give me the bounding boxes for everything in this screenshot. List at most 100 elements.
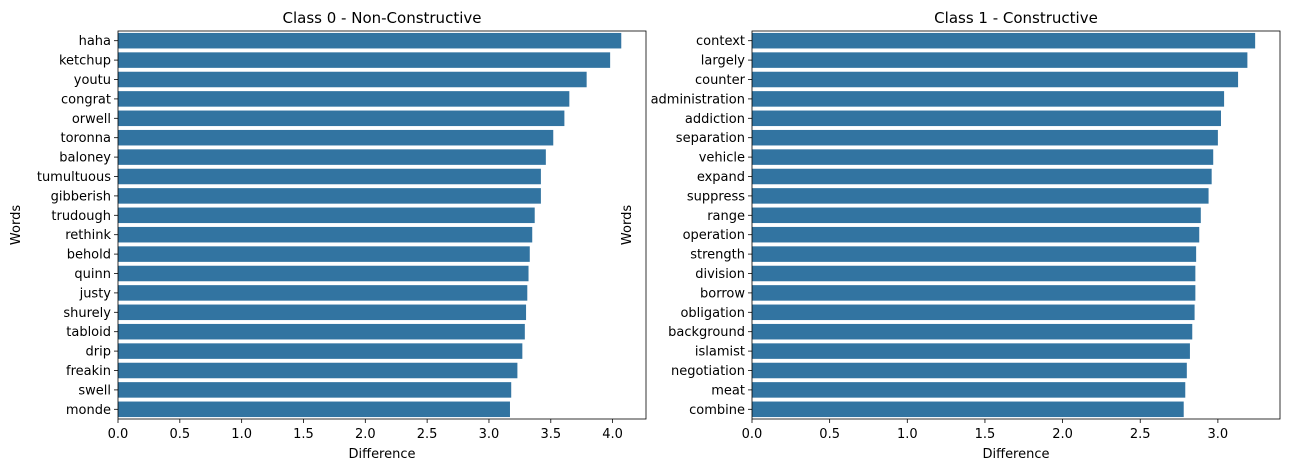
y-tick-label: meat xyxy=(711,383,745,398)
x-tick-label: 3.0 xyxy=(479,427,500,442)
bar-tabloid xyxy=(118,323,525,340)
x-tick-label: 2.0 xyxy=(1052,427,1073,442)
x-tick-label: 2.5 xyxy=(1130,427,1151,442)
bar-tumultuous xyxy=(118,168,541,185)
bar-ketchup xyxy=(118,52,611,68)
y-tick-label: orwell xyxy=(72,112,111,127)
y-axis-label: Words xyxy=(620,205,635,245)
x-tick-label: 0.0 xyxy=(108,427,129,442)
y-tick-label: trudough xyxy=(51,209,111,224)
bar-range xyxy=(752,207,1201,224)
y-tick-label: obligation xyxy=(680,306,745,321)
y-tick-label: ketchup xyxy=(59,54,111,69)
x-axis-label: Difference xyxy=(982,447,1049,462)
y-tick-label: gibberish xyxy=(51,189,111,204)
bar-quinn xyxy=(118,265,529,282)
bar-islamist xyxy=(752,343,1190,359)
y-tick-label: swell xyxy=(78,383,111,398)
x-tick-label: 1.0 xyxy=(897,427,918,442)
y-tick-label: background xyxy=(668,325,745,340)
bar-behold xyxy=(118,246,530,262)
bar-vehicle xyxy=(752,149,1214,165)
y-tick-label: baloney xyxy=(59,151,111,166)
y-tick-label: behold xyxy=(67,248,111,263)
y-tick-label: toronna xyxy=(60,131,111,146)
bar-administration xyxy=(752,91,1225,107)
bar-monde xyxy=(118,401,510,418)
x-tick-label: 3.5 xyxy=(540,427,561,442)
x-axis-label: Difference xyxy=(348,447,415,462)
x-tick-label: 4.0 xyxy=(602,427,623,442)
y-tick-label: strength xyxy=(690,248,745,263)
plot-frame xyxy=(117,30,647,420)
y-tick-label: operation xyxy=(683,228,745,243)
y-tick-label: borrow xyxy=(700,286,745,301)
bar-freakin xyxy=(118,362,518,379)
y-tick-label: monde xyxy=(66,403,111,418)
chart-title: Class 0 - Non-Constructive xyxy=(283,9,482,27)
x-tick-label: 2.0 xyxy=(355,427,376,442)
y-tick-label: drip xyxy=(86,345,111,360)
bar-meat xyxy=(752,382,1186,398)
bar-swell xyxy=(118,382,512,398)
y-tick-label: haha xyxy=(79,34,111,49)
y-tick-label: rethink xyxy=(65,228,111,243)
y-tick-label: negotiation xyxy=(671,364,745,379)
bar-justy xyxy=(118,285,528,301)
bar-borrow xyxy=(752,285,1196,301)
bar-congrat xyxy=(118,91,570,107)
bar-negotiation xyxy=(752,362,1187,379)
bar-background xyxy=(752,323,1193,340)
y-tick-label: largely xyxy=(701,54,746,69)
bar-shurely xyxy=(118,304,527,321)
bar-youtu xyxy=(118,71,587,88)
y-tick-label: shurely xyxy=(63,306,111,321)
y-tick-label: division xyxy=(695,267,745,282)
x-tick-label: 1.5 xyxy=(975,427,996,442)
y-tick-label: combine xyxy=(689,403,745,418)
x-tick-label: 2.5 xyxy=(417,427,438,442)
y-tick-label: tabloid xyxy=(66,325,111,340)
y-tick-label: freakin xyxy=(66,364,111,379)
y-tick-label: justy xyxy=(79,286,112,301)
bar-context xyxy=(752,32,1256,49)
y-tick-label: quinn xyxy=(74,267,111,282)
bar-counter xyxy=(752,71,1239,88)
bar-obligation xyxy=(752,304,1195,321)
bar-addiction xyxy=(752,110,1221,127)
x-tick-label: 3.0 xyxy=(1208,427,1229,442)
y-tick-label: expand xyxy=(697,170,745,185)
x-tick-label: 1.5 xyxy=(293,427,314,442)
x-tick-label: 0.0 xyxy=(742,427,763,442)
y-tick-label: administration xyxy=(651,92,745,107)
bar-gibberish xyxy=(118,188,541,204)
bar-suppress xyxy=(752,188,1209,204)
bar-trudough xyxy=(118,207,535,224)
bar-strength xyxy=(752,246,1197,262)
y-tick-label: vehicle xyxy=(699,151,745,166)
y-tick-label: counter xyxy=(695,73,746,88)
y-tick-label: range xyxy=(707,209,745,224)
bar-expand xyxy=(752,168,1212,185)
bar-separation xyxy=(752,129,1218,146)
plot-frame xyxy=(751,30,1281,420)
y-tick-label: islamist xyxy=(695,345,745,360)
y-axis-label: Words xyxy=(9,205,24,245)
bar-rethink xyxy=(118,226,533,243)
y-tick-label: suppress xyxy=(687,189,745,204)
bar-baloney xyxy=(118,149,546,165)
bar-division xyxy=(752,265,1196,282)
bar-orwell xyxy=(118,110,565,127)
x-tick-label: 1.0 xyxy=(231,427,252,442)
chart-0: haha ketchup youtu congrat orwell toronna balo… xyxy=(9,9,647,462)
chart-title: Class 1 - Constructive xyxy=(934,9,1098,27)
bar-haha xyxy=(118,32,622,49)
bar-largely xyxy=(752,52,1248,68)
y-tick-label: context xyxy=(696,34,745,49)
y-tick-label: youtu xyxy=(74,73,111,88)
bar-operation xyxy=(752,226,1200,243)
chart-1: context largely counter administration addic… xyxy=(620,9,1281,462)
x-tick-label: 0.5 xyxy=(169,427,190,442)
bar-combine xyxy=(752,401,1184,418)
